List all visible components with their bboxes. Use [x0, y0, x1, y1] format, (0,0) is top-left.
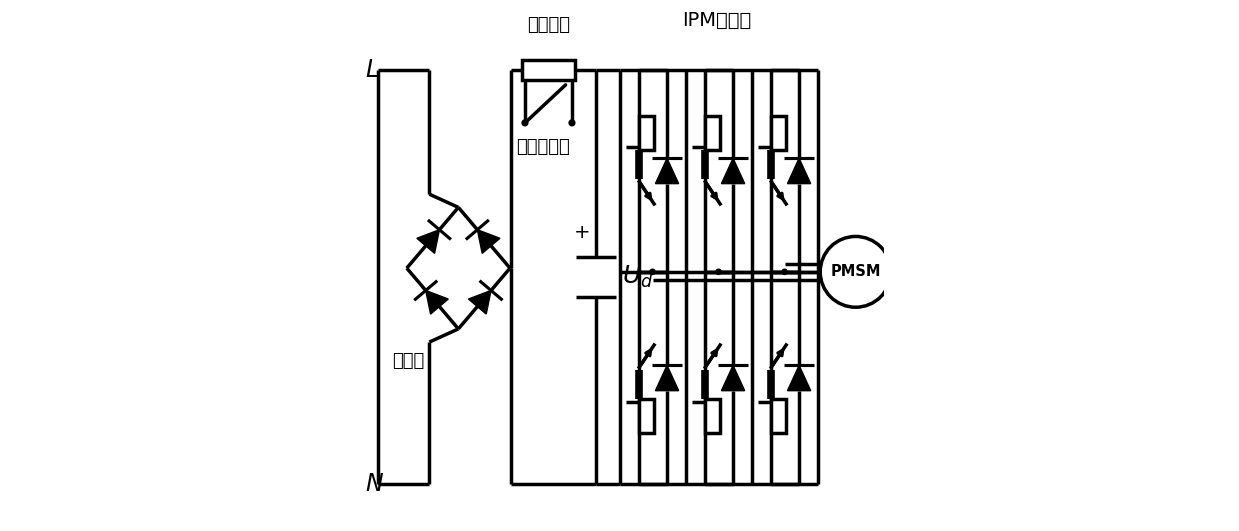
Polygon shape	[788, 365, 810, 391]
Polygon shape	[721, 158, 745, 184]
Text: 整流器: 整流器	[393, 352, 425, 370]
Bar	[705, 116, 720, 150]
Text: $+$: $+$	[572, 224, 589, 243]
Polygon shape	[468, 290, 491, 314]
Circle shape	[569, 120, 575, 126]
Text: IPM逆变桥: IPM逆变桥	[683, 12, 752, 30]
Bar	[523, 60, 575, 80]
Text: 限流电阻: 限流电阻	[527, 16, 570, 34]
Circle shape	[820, 236, 891, 307]
Text: PMSM: PMSM	[830, 264, 881, 279]
Circle shape	[782, 269, 787, 275]
Text: 继电器开关: 继电器开关	[515, 138, 570, 156]
Bar	[639, 399, 654, 433]
Circle shape	[522, 120, 528, 126]
Polygon shape	[721, 365, 745, 391]
Text: $L$: $L$	[366, 58, 379, 82]
Bar	[772, 116, 787, 150]
Text: $U_d$: $U_d$	[622, 264, 654, 290]
Polygon shape	[655, 365, 679, 391]
Polygon shape	[426, 290, 449, 314]
Text: $N$: $N$	[366, 472, 384, 496]
Polygon shape	[416, 230, 440, 253]
Bar	[705, 399, 720, 433]
Bar	[639, 116, 654, 150]
Polygon shape	[788, 158, 810, 184]
Bar	[772, 399, 787, 433]
Polygon shape	[655, 158, 679, 184]
Circle shape	[716, 269, 721, 275]
Polygon shape	[477, 230, 499, 253]
Circle shape	[650, 269, 655, 275]
